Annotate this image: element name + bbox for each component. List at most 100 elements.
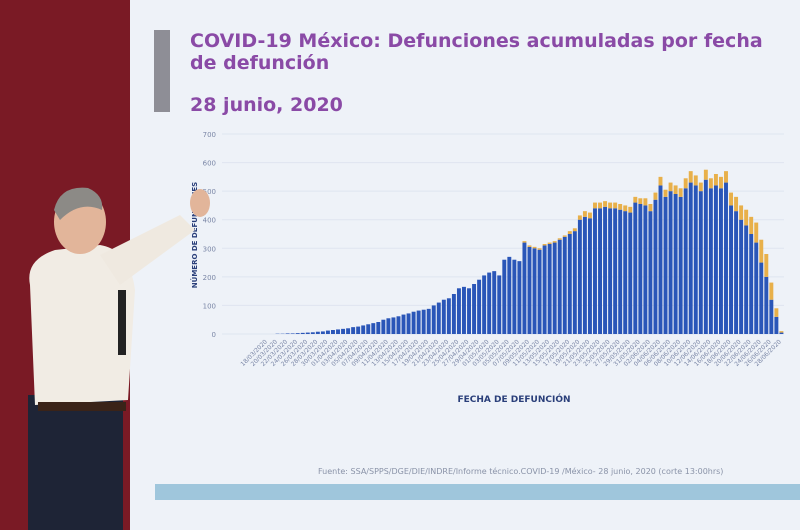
bar-segment	[451, 294, 456, 334]
bar-segment	[426, 308, 431, 334]
bar-segment	[713, 174, 718, 186]
bar-segment	[598, 208, 602, 334]
bar-segment	[572, 231, 577, 334]
presenter	[28, 187, 210, 530]
bar-segment	[582, 211, 587, 217]
y-tick-label: 0	[212, 331, 216, 339]
bar-segment	[537, 249, 542, 334]
bar-segment	[446, 298, 451, 334]
bar-segment	[703, 169, 708, 180]
bar-segment	[618, 209, 623, 334]
bar-segment	[577, 219, 582, 334]
bar-segment	[587, 212, 592, 219]
bar-segment	[754, 222, 759, 243]
bar-segment	[562, 236, 567, 334]
bar-segment	[774, 316, 779, 334]
bar-segment	[598, 202, 602, 209]
bar-segment	[567, 231, 572, 234]
bar-segment	[658, 176, 663, 186]
bar-segment	[366, 324, 371, 334]
bar-segment	[482, 275, 487, 334]
chart-subtitle: 28 junio, 2020	[190, 94, 343, 116]
bar-segment	[320, 331, 325, 334]
bar-segment	[734, 196, 739, 212]
bar-segment	[678, 196, 683, 334]
bar-segment	[749, 234, 754, 334]
bar-segment	[734, 211, 739, 334]
bar-segment	[638, 198, 643, 204]
bar-segment	[305, 332, 310, 334]
bar-segment	[492, 271, 497, 334]
bar-segment	[603, 206, 608, 334]
bar-segment	[648, 211, 653, 334]
y-tick-label: 600	[203, 160, 216, 168]
bar-segment	[678, 188, 683, 197]
bar-segment	[462, 286, 466, 334]
bar-segment	[739, 219, 744, 334]
bar-segment	[411, 311, 416, 334]
bar-segment	[688, 182, 693, 334]
bar-segment	[643, 205, 648, 334]
bar-segment	[300, 332, 305, 334]
bar-segment	[497, 275, 502, 334]
bar-segment	[593, 208, 597, 334]
bar-segment	[572, 228, 577, 232]
y-axis-label: NÚMERO DE DEFUNCIONES	[190, 182, 199, 288]
bar-segment	[673, 194, 678, 334]
bar-segment	[593, 202, 597, 209]
bar-segment	[315, 331, 320, 334]
bar-segment	[653, 199, 658, 334]
bar-segment	[683, 178, 688, 189]
bar-segment	[764, 276, 769, 334]
bar-segment	[512, 259, 517, 334]
bar-segment	[421, 309, 426, 334]
bar-segment	[295, 333, 300, 334]
y-tick-label: 700	[203, 131, 216, 139]
bar-segment	[456, 288, 461, 334]
bar-segment	[633, 196, 638, 203]
bar-segment	[562, 235, 567, 237]
bar-segment	[391, 317, 396, 334]
bar-segment	[729, 205, 734, 334]
bar-segment	[325, 330, 330, 334]
hair	[54, 187, 103, 220]
bar-segment	[341, 328, 346, 334]
bar-segment	[724, 182, 728, 334]
hand	[190, 189, 210, 217]
bar-segment	[618, 204, 623, 210]
bar-segment	[779, 332, 784, 334]
bar-segment	[603, 201, 608, 207]
bar-segment	[668, 191, 673, 334]
bar-segment	[744, 209, 749, 226]
bar-segment	[587, 218, 592, 334]
bar-segment	[628, 206, 633, 213]
bar-segment	[552, 242, 557, 334]
bar-segment	[436, 302, 441, 334]
bar-segment	[532, 246, 537, 249]
bar-segment	[724, 171, 728, 183]
bar-segment	[673, 185, 678, 194]
bar-segment	[613, 202, 618, 209]
bar-segment	[774, 308, 779, 317]
accent-bar	[154, 30, 170, 112]
bar-segment	[542, 244, 547, 246]
bar-segment	[718, 176, 723, 189]
bar-segment	[653, 192, 658, 200]
bar-segment	[623, 205, 628, 212]
bar-segment	[582, 216, 587, 334]
bar-segment	[406, 313, 411, 334]
bar-segment	[401, 314, 406, 334]
bar-segment	[708, 188, 713, 334]
bar-segment	[502, 259, 507, 334]
bar-segment	[739, 205, 744, 220]
bar-segment	[718, 188, 723, 334]
bar-segment	[487, 272, 492, 334]
bar-segment	[371, 323, 376, 334]
y-tick-label: 200	[203, 274, 216, 282]
bar-segment	[769, 299, 774, 334]
bar-segment	[336, 329, 340, 334]
bar-segment	[663, 189, 668, 197]
chart-title: COVID-19 México: Defunciones acumuladas …	[190, 30, 763, 74]
bar-segment	[416, 310, 421, 334]
bar-segment	[658, 185, 663, 334]
